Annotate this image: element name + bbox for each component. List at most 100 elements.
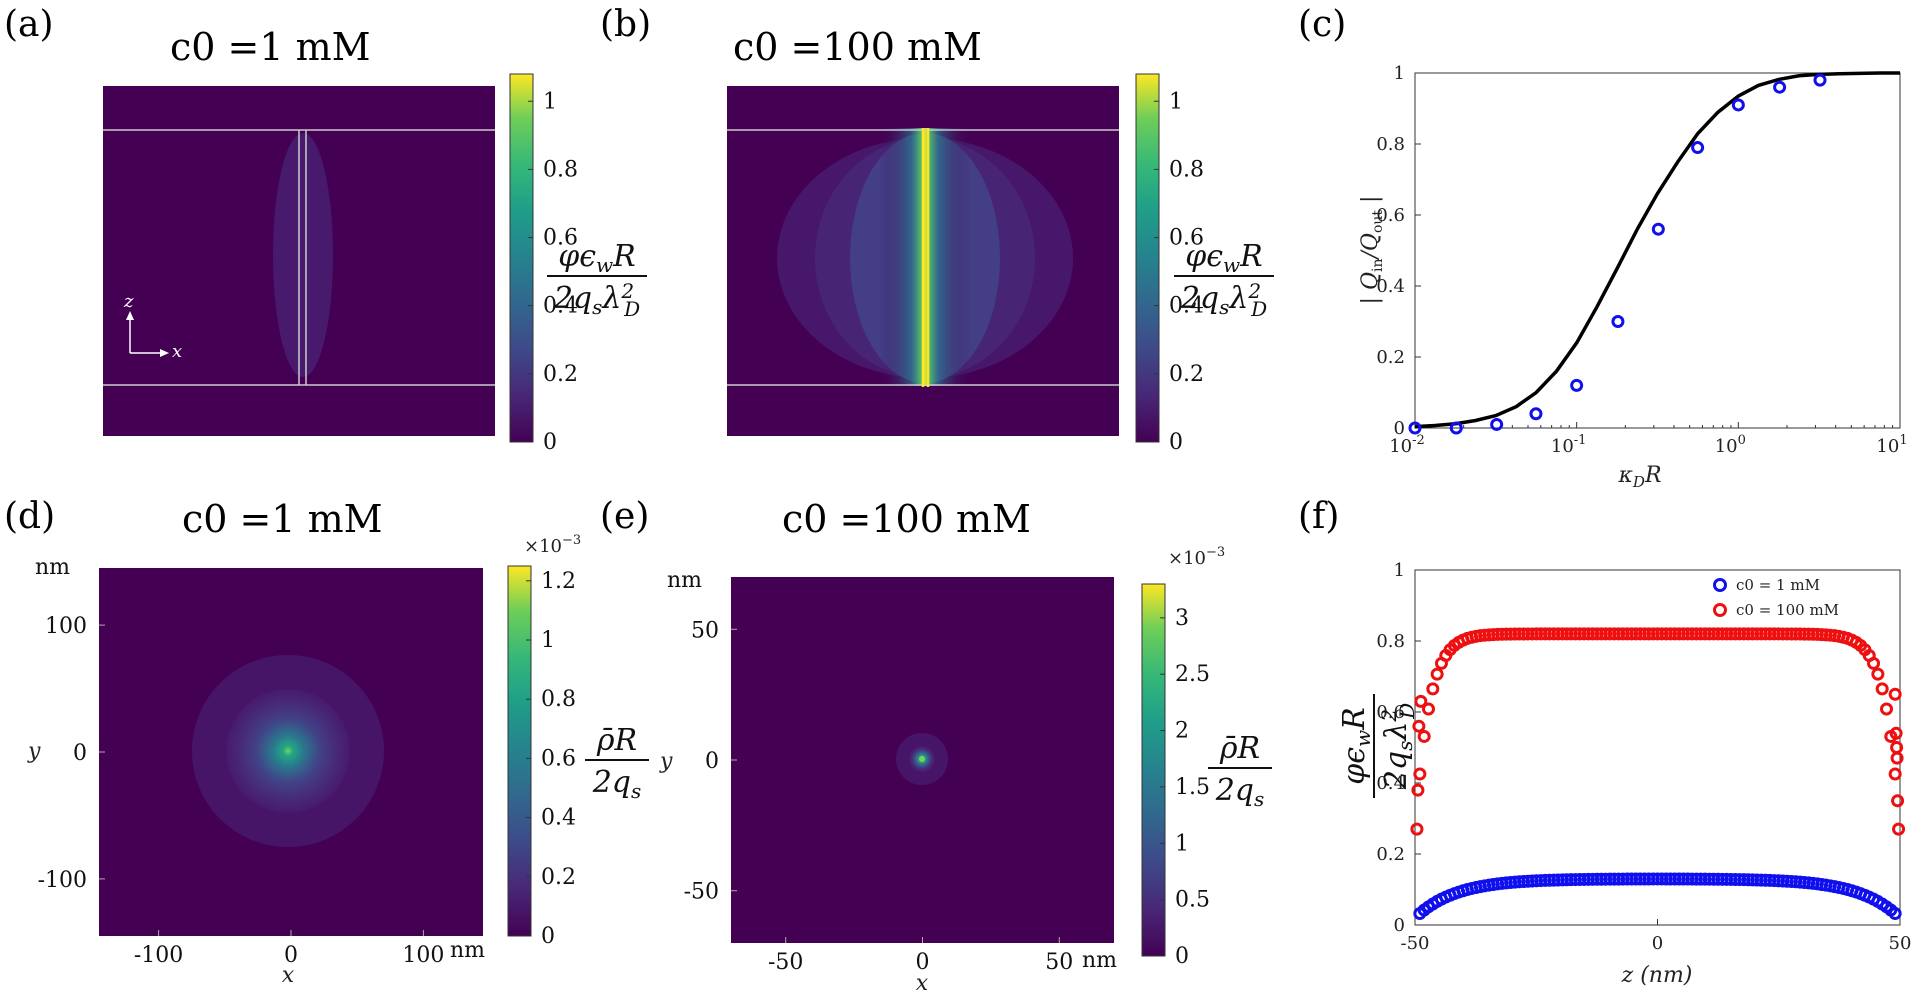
- x-tick-label: 0: [916, 950, 930, 975]
- series-100mM-point: [1414, 694, 1428, 708]
- y-tick-label: -100: [38, 868, 87, 893]
- colorbar-tick-label: 0.6: [543, 226, 578, 251]
- panel-a-halo: [273, 133, 333, 377]
- y-tick-label: 0.6: [1376, 205, 1405, 226]
- colorbar-tick-label: 1.2: [541, 569, 576, 594]
- y-tick-label: 100: [45, 614, 87, 639]
- colorbar-tick-label: 1: [1175, 831, 1189, 856]
- y-tick-label: 0: [73, 741, 87, 766]
- panel-a-axes-indicator: z x: [123, 291, 182, 362]
- panel-d-label: (d): [4, 496, 55, 537]
- x-tick-label: -50: [1401, 933, 1430, 954]
- series-100mM-point: [1892, 822, 1906, 836]
- panel-d-core: [226, 689, 350, 813]
- colorbar-tick-label: 1.5: [1175, 775, 1210, 800]
- x-tick-label: -100: [134, 943, 183, 968]
- panel-d-colorbar-exponent: ×10−3: [524, 533, 581, 557]
- panel-d-colorbar-label: ρ̄R 2qs: [585, 723, 649, 803]
- simulation-point: [1813, 73, 1827, 87]
- simulation-point: [1529, 407, 1543, 421]
- simulation-point: [1651, 222, 1665, 236]
- colorbar-tick-label: 0.8: [1169, 157, 1204, 182]
- panel-d-xlabel: x: [282, 963, 295, 988]
- panel-e-colorbar-exponent: ×10−3: [1168, 545, 1225, 569]
- legend-marker-1mM: [1713, 578, 1727, 592]
- y-tick-label: 0: [705, 749, 719, 774]
- panel-b-title: c0 =100 mM: [733, 25, 982, 69]
- svg-text:2qsλ2D: 2qsλ2D: [1180, 279, 1267, 321]
- x-tick-label: 10-1: [1551, 433, 1587, 457]
- panel-d-ticks: -100 0 100 -100 0 100: [38, 614, 445, 968]
- colorbar-tick-label: 0: [541, 924, 555, 949]
- svg-text:φϵwR: φϵwR: [1337, 707, 1375, 785]
- y-tick-label: 0.8: [1376, 631, 1405, 652]
- colorbar-tick-label: 0.2: [543, 362, 578, 387]
- colorbar-tick-label: 0.6: [1169, 226, 1204, 251]
- panel-b: (b) c0 =100 mM 0 0.2 0.4 0.6 0.8 1 φϵwR 2qsλ2…: [600, 4, 1274, 455]
- axis-z-label: z: [123, 291, 134, 312]
- panel-b-colorbar-label: φϵwR 2qsλ2 D: [1174, 239, 1274, 321]
- simulation-point: [1490, 417, 1504, 431]
- y-tick-label: -50: [684, 880, 719, 905]
- panel-e-ylabel: y: [659, 749, 673, 774]
- simulation-point: [1691, 141, 1705, 155]
- svg-text:φϵwR: φϵwR: [558, 239, 636, 277]
- colorbar-tick-label: 2: [1175, 719, 1189, 744]
- svg-text:2qsλ2D: 2qsλ2D: [1377, 703, 1419, 790]
- colorbar-tick-label: 0.6: [541, 746, 576, 771]
- panel-e-xlabel: x: [916, 971, 929, 995]
- y-tick-label: 0.8: [1376, 134, 1405, 155]
- series-100mM-point: [1412, 719, 1426, 733]
- colorbar-tick-label: 0.5: [1175, 888, 1210, 913]
- series-100mM-point: [1871, 667, 1885, 681]
- svg-text:2qs: 2qs: [1215, 773, 1265, 811]
- y-tick-label: 1: [1394, 560, 1405, 581]
- x-tick-label: 0: [284, 943, 298, 968]
- y-tick-label: 0.4: [1376, 773, 1405, 794]
- colorbar-tick-label: 1: [541, 628, 555, 653]
- panel-e-unit-x: nm: [1082, 948, 1117, 973]
- panel-d-unit-y: nm: [35, 555, 70, 580]
- panel-e-colorbar: 0 0.5 1 1.5 2 2.5 3: [1141, 583, 1210, 969]
- series-1mM-point: [1888, 906, 1902, 920]
- panel-d-unit-x: nm: [450, 938, 485, 963]
- panel-c-plot: [1408, 71, 1900, 435]
- panel-f-axes: [1414, 569, 1901, 926]
- series-100mM-point: [1410, 822, 1424, 836]
- x-tick-label: 0: [1652, 933, 1663, 954]
- colorbar-tick-label: 0.8: [543, 157, 578, 182]
- simulation-point: [1731, 98, 1745, 112]
- simulation-point: [1611, 315, 1625, 328]
- y-tick-label: 0.2: [1376, 347, 1405, 368]
- x-tick-label: -50: [768, 950, 803, 975]
- y-tick-label: 0.2: [1376, 844, 1405, 865]
- series-100mM-point: [1426, 682, 1440, 696]
- colorbar-tick-label: 0.4: [543, 294, 578, 319]
- panel-c-xlabel: κDR: [1617, 463, 1661, 491]
- panel-e-unit-y: nm: [667, 568, 702, 593]
- panel-e-colorbar-label: ρ̄R 2qs: [1208, 731, 1272, 811]
- simulation-point: [1408, 421, 1422, 435]
- series-100mM-point: [1867, 656, 1881, 670]
- colorbar-tick-label: 1: [1169, 89, 1183, 114]
- panel-a-colorbar-label: φϵwR 2qsλ2 D: [547, 239, 647, 321]
- panel-a-title: c0 =1 mM: [170, 25, 371, 69]
- simulation-point: [1570, 378, 1584, 392]
- x-tick-label: 50: [1889, 933, 1912, 954]
- panel-e-ticks: -50 0 50 -50 0 50: [684, 618, 1074, 975]
- series-100mM-point: [1417, 729, 1431, 743]
- colorbar-tick-label: 0.2: [1169, 362, 1204, 387]
- series-100mM-point: [1889, 726, 1903, 740]
- series-100mM-point: [1430, 667, 1444, 681]
- panel-f-ylabel: φϵwR 2qsλ2D: [1337, 694, 1419, 798]
- colorbar-tick-label: 0: [1169, 430, 1183, 455]
- panel-e-center: [919, 756, 925, 762]
- panel-e-label: (e): [600, 496, 649, 537]
- colorbar-tick-label: 1: [543, 89, 557, 114]
- panel-b-pore-field: [880, 128, 970, 386]
